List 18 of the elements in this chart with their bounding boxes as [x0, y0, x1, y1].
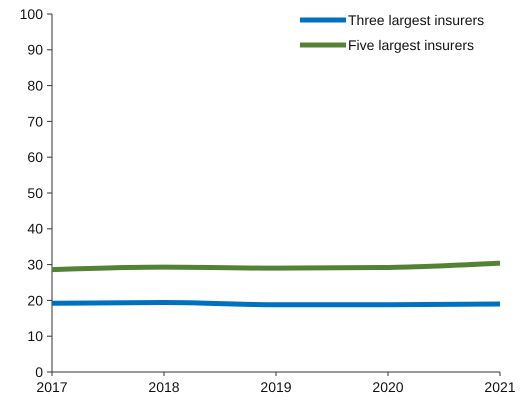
y-tick-label: 90 [27, 42, 44, 58]
y-tick-label: 50 [27, 184, 44, 201]
x-tick-label: 2020 [372, 379, 404, 395]
y-tick-label: 0 [35, 364, 44, 380]
y-tick-label: 70 [27, 113, 44, 130]
y-tick-label: 60 [27, 149, 44, 166]
x-tick-label: 2021 [484, 379, 516, 395]
y-tick-label: 10 [27, 328, 44, 344]
y-tick-label: 40 [27, 220, 44, 237]
x-tick-label: 2018 [148, 379, 180, 395]
y-tick-label: 30 [27, 256, 44, 272]
y-tick-label: 80 [27, 78, 44, 94]
legend-label: Three largest insurers [348, 12, 484, 28]
x-tick-label: 2017 [36, 379, 68, 395]
y-tick-label: 20 [27, 292, 44, 308]
x-tick-label: 2019 [260, 379, 292, 395]
y-tick-label: 100 [20, 6, 44, 22]
legend-label: Five largest insurers [348, 36, 474, 53]
